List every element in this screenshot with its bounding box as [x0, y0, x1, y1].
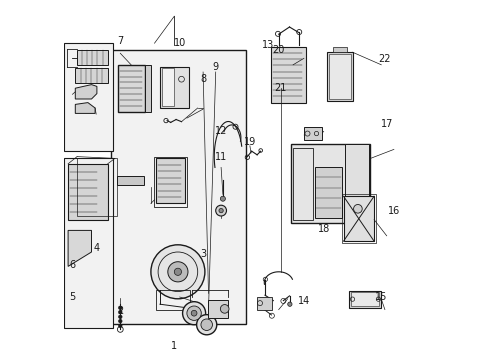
Bar [154, 157, 186, 207]
Text: 1: 1 [171, 341, 177, 351]
Polygon shape [75, 103, 95, 113]
Circle shape [201, 319, 212, 330]
Bar [303, 127, 321, 140]
Bar [156, 158, 185, 203]
Bar [68, 164, 107, 220]
Text: 4: 4 [93, 243, 99, 253]
Bar [328, 54, 350, 99]
Text: 5: 5 [69, 292, 75, 302]
Circle shape [118, 315, 122, 319]
Text: 18: 18 [317, 224, 329, 234]
Text: 9: 9 [212, 62, 218, 72]
Bar [341, 194, 375, 243]
Bar [64, 43, 113, 151]
Text: 20: 20 [272, 45, 285, 55]
Bar [156, 290, 190, 310]
Bar [271, 47, 305, 103]
Text: 14: 14 [297, 296, 309, 306]
Circle shape [196, 315, 216, 335]
Text: 15: 15 [374, 292, 386, 302]
Circle shape [174, 268, 181, 275]
Text: 11: 11 [215, 152, 227, 162]
Text: 8: 8 [200, 74, 206, 84]
Bar [162, 68, 174, 106]
Circle shape [182, 302, 205, 325]
Bar [314, 167, 341, 218]
Circle shape [220, 196, 225, 201]
Bar [145, 65, 151, 112]
Bar [257, 297, 271, 310]
Bar [111, 50, 246, 324]
Bar [208, 300, 228, 318]
Bar [348, 291, 381, 308]
Text: 16: 16 [387, 206, 399, 216]
Circle shape [353, 204, 362, 213]
Text: 2: 2 [117, 306, 123, 316]
Text: 19: 19 [244, 137, 256, 147]
Text: 13: 13 [261, 40, 273, 50]
Circle shape [118, 324, 122, 328]
Text: 10: 10 [173, 38, 185, 48]
Circle shape [186, 306, 201, 320]
Bar [118, 65, 145, 112]
Bar [160, 67, 188, 108]
Text: 6: 6 [69, 260, 75, 270]
Bar [64, 158, 113, 328]
Circle shape [287, 302, 291, 306]
Circle shape [220, 305, 228, 313]
Bar [326, 52, 352, 101]
Bar [77, 158, 117, 216]
Bar [77, 50, 107, 65]
Circle shape [215, 205, 226, 216]
Circle shape [219, 208, 223, 213]
Circle shape [118, 306, 122, 310]
Text: 7: 7 [117, 36, 123, 46]
Circle shape [167, 262, 187, 282]
Circle shape [118, 310, 122, 314]
Bar [292, 148, 312, 220]
Bar [332, 47, 346, 52]
Bar [345, 144, 368, 220]
Circle shape [118, 319, 122, 323]
Text: 22: 22 [378, 54, 390, 64]
Polygon shape [68, 230, 91, 266]
Bar [350, 292, 379, 306]
Bar [291, 144, 370, 223]
Text: 12: 12 [214, 126, 227, 136]
Text: 3: 3 [200, 249, 206, 259]
Bar [75, 68, 107, 83]
Bar [343, 196, 373, 241]
Circle shape [151, 245, 204, 299]
Text: 17: 17 [380, 119, 392, 129]
Bar [117, 176, 143, 185]
Polygon shape [75, 85, 97, 99]
Circle shape [191, 310, 197, 316]
Text: 21: 21 [274, 83, 286, 93]
